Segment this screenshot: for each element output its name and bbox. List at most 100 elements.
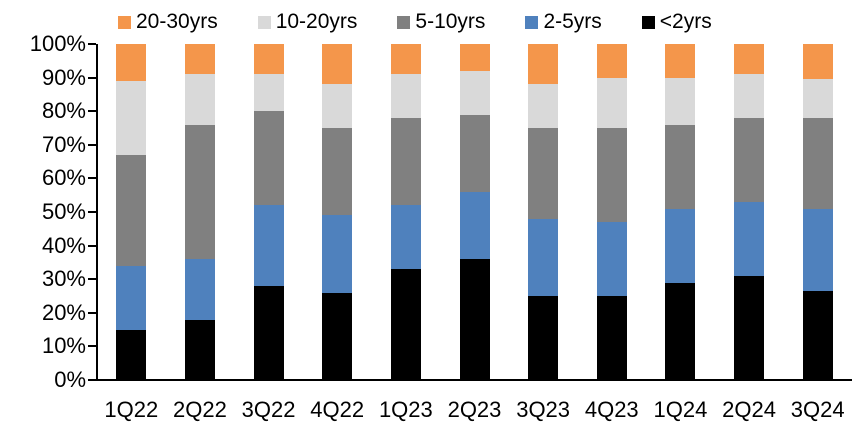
- bar-1q22: [116, 44, 147, 380]
- plot-area: [97, 44, 852, 380]
- bar-segment-5-10yrs: [459, 114, 490, 192]
- x-axis-tick-label: 1Q22: [104, 397, 159, 422]
- x-axis-tick-label: 3Q22: [241, 397, 296, 422]
- bar-segment-2-5yrs: [459, 191, 490, 260]
- bar-segment-10-20yrs: [802, 79, 833, 118]
- legend-item-10-20yrs: 10-20yrs: [257, 10, 358, 34]
- y-axis-tick-label: 100%: [29, 31, 86, 56]
- bar-segment-2-5yrs: [734, 201, 765, 276]
- y-axis-tick-label: 70%: [41, 131, 86, 157]
- y-axis-tick-label: 30%: [41, 266, 86, 292]
- bar-segment-5-10yrs: [322, 128, 353, 216]
- bar-segment-20-30yrs: [253, 44, 284, 75]
- bar-segment-10-20yrs: [459, 70, 490, 115]
- bar-segment--2yrs: [596, 296, 627, 380]
- bar-4q23: [596, 44, 627, 380]
- legend-item-20-30yrs: 20-30yrs: [118, 10, 218, 34]
- x-axis-tick-label: 2Q23: [447, 397, 502, 422]
- bar-segment-5-10yrs: [528, 128, 559, 219]
- bar-segment--2yrs: [184, 319, 215, 380]
- x-axis-tick-label: 2Q22: [173, 397, 227, 422]
- y-axis-tick-label: 10%: [41, 333, 86, 359]
- y-axis-tick-mark: [88, 43, 96, 45]
- bar-segment-5-10yrs: [734, 117, 765, 202]
- bar-3q22: [253, 44, 284, 380]
- y-axis-tick-mark: [88, 76, 96, 79]
- bar-3q24: [802, 44, 833, 380]
- bar-segment--2yrs: [390, 269, 421, 380]
- bar-segment--2yrs: [734, 275, 765, 380]
- y-axis-tick-mark: [88, 244, 96, 247]
- x-axis-tick-label: 1Q24: [653, 397, 708, 422]
- bar-segment--2yrs: [253, 285, 284, 380]
- legend-item-2-5yrs: 2-5yrs: [525, 10, 602, 34]
- legend-swatch-icon: [641, 15, 655, 29]
- bar-segment-10-20yrs: [665, 77, 696, 125]
- bar-segment-5-10yrs: [184, 124, 215, 260]
- bar-segment-10-20yrs: [253, 74, 284, 112]
- y-axis-tick-label: 80%: [41, 98, 86, 124]
- bar-segment-20-30yrs: [665, 44, 696, 78]
- y-axis-tick-label: 20%: [41, 299, 86, 325]
- x-axis-line: [96, 379, 852, 381]
- x-axis-tick-label: 4Q22: [310, 397, 365, 422]
- bar-segment-2-5yrs: [528, 218, 559, 296]
- bar-segment-2-5yrs: [253, 205, 284, 286]
- bar-segment-20-30yrs: [116, 44, 147, 81]
- bar-segment-2-5yrs: [802, 208, 833, 291]
- y-axis-tick-mark: [88, 278, 96, 281]
- bar-segment-5-10yrs: [596, 128, 627, 223]
- legend-label: 5-10yrs: [415, 10, 486, 33]
- bar-segment-5-10yrs: [116, 154, 147, 266]
- legend-swatch-icon: [397, 15, 411, 29]
- chart-legend: 20-30yrs 10-20yrs 5-10yrs 2-5yrs <2yrs: [118, 8, 712, 36]
- bar-segment--2yrs: [528, 296, 559, 380]
- y-axis-tick-mark: [88, 345, 96, 348]
- bar-segment-5-10yrs: [390, 117, 421, 206]
- bar-segment-10-20yrs: [596, 77, 627, 129]
- bar-4q22: [322, 44, 353, 380]
- legend-label: 10-20yrs: [275, 10, 358, 33]
- bar-segment-2-5yrs: [596, 222, 627, 296]
- bar-segment-10-20yrs: [528, 84, 559, 129]
- bar-1q23: [390, 44, 421, 380]
- bar-segment-20-30yrs: [528, 44, 559, 85]
- bar-segment-10-20yrs: [116, 81, 147, 155]
- bar-segment-5-10yrs: [802, 117, 833, 209]
- legend-item--2yrs: <2yrs: [641, 10, 712, 34]
- y-axis-tick-label: 50%: [41, 199, 86, 224]
- y-axis-tick-mark: [88, 110, 96, 113]
- bar-2q23: [459, 44, 490, 380]
- bar-segment-10-20yrs: [184, 74, 215, 125]
- bar-segment-5-10yrs: [253, 111, 284, 206]
- bar-segment-10-20yrs: [322, 84, 353, 129]
- bar-segment-20-30yrs: [596, 44, 627, 78]
- x-axis-tick-label: 2Q24: [722, 397, 776, 422]
- legend-item-5-10yrs: 5-10yrs: [397, 10, 485, 34]
- legend-label: 2-5yrs: [543, 10, 602, 33]
- y-axis-tick-mark: [88, 143, 96, 146]
- bar-1q24: [665, 44, 696, 380]
- x-axis-tick-label: 1Q23: [378, 397, 433, 422]
- y-axis-tick-label: 60%: [41, 165, 86, 191]
- y-axis-tick-label: 0%: [54, 367, 86, 392]
- bar-3q23: [528, 44, 559, 380]
- y-axis-tick-mark: [88, 211, 96, 213]
- bar-2q22: [184, 44, 215, 380]
- y-axis-tick-mark: [88, 379, 96, 381]
- bar-segment--2yrs: [459, 259, 490, 380]
- bar-segment--2yrs: [665, 282, 696, 380]
- x-axis-tick-label: 3Q23: [516, 397, 571, 422]
- legend-swatch-icon: [525, 15, 539, 29]
- bar-segment-2-5yrs: [184, 259, 215, 320]
- bar-segment--2yrs: [322, 292, 353, 380]
- legend-label: 20-30yrs: [136, 10, 218, 33]
- bar-segment-2-5yrs: [665, 208, 696, 283]
- bar-segment-2-5yrs: [390, 205, 421, 270]
- bar-segment-10-20yrs: [734, 74, 765, 118]
- bar-segment-20-30yrs: [322, 44, 353, 85]
- x-axis-tick-label: 3Q24: [790, 397, 845, 422]
- legend-label: <2yrs: [659, 10, 712, 33]
- bar-segment-5-10yrs: [665, 124, 696, 209]
- y-axis-tick-label: 90%: [41, 64, 86, 90]
